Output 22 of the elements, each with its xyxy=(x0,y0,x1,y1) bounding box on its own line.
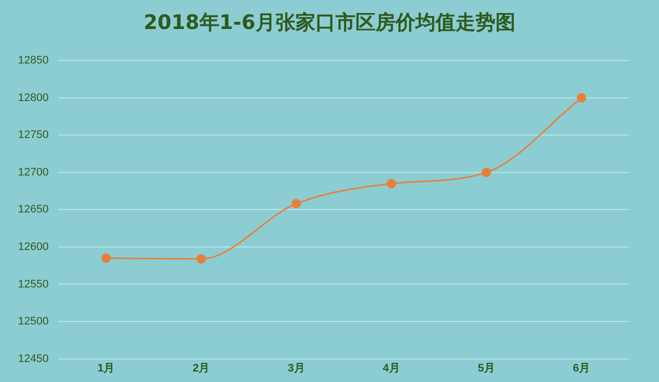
y-tick-label: 12650 xyxy=(18,204,49,216)
point xyxy=(482,168,492,178)
x-tick-label: 6月 xyxy=(572,362,590,374)
y-tick-label: 12800 xyxy=(18,92,49,104)
y-tick-label: 12700 xyxy=(18,166,49,178)
point xyxy=(101,253,111,263)
y-tick-label: 12600 xyxy=(18,241,49,254)
y-tick-label: 12450 xyxy=(18,352,49,365)
x-tick-label: 1月 xyxy=(98,362,115,374)
y-tick-label: 12550 xyxy=(18,278,49,290)
x-tick-label: 3月 xyxy=(288,362,305,374)
point xyxy=(386,178,396,188)
point xyxy=(576,93,586,103)
chart-title: 2018年1-6月张家口市区房价均值走势图 xyxy=(142,9,516,36)
point xyxy=(292,198,302,208)
point xyxy=(196,254,206,264)
y-tick-label: 12500 xyxy=(18,316,49,328)
x-tick-label: 2月 xyxy=(192,362,210,374)
y-tick-label: 12850 xyxy=(18,54,49,67)
x-tick-label: 5月 xyxy=(478,362,495,374)
x-tick-label: 4月 xyxy=(382,362,400,374)
y-tick-label: 12750 xyxy=(18,129,49,142)
